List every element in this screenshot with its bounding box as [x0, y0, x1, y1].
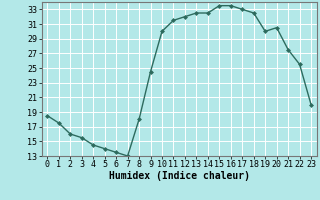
X-axis label: Humidex (Indice chaleur): Humidex (Indice chaleur)	[109, 171, 250, 181]
